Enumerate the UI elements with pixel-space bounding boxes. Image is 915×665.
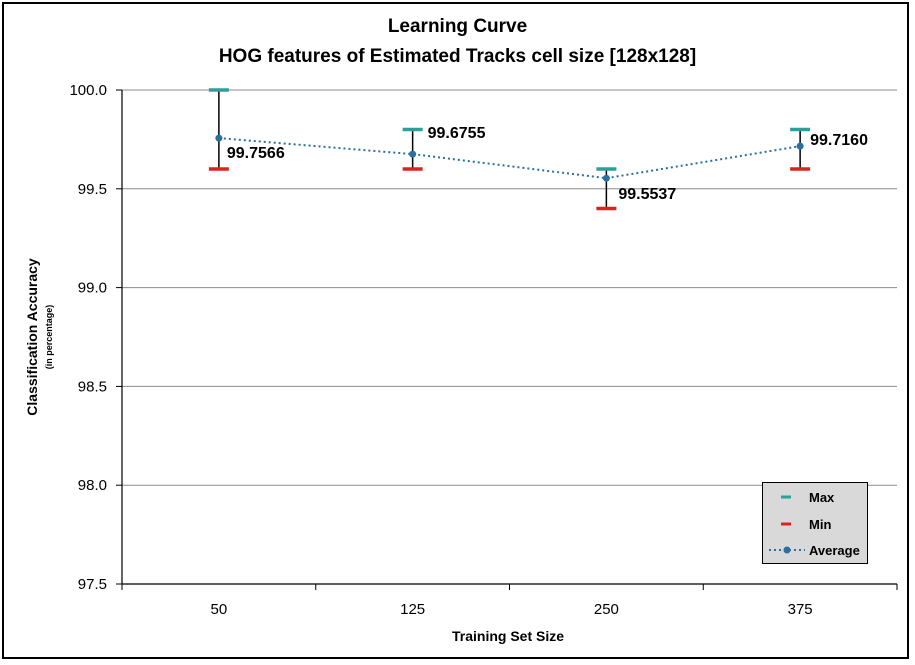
y-axis-sublabel: (in percentage) bbox=[44, 305, 54, 370]
max-marker-icon bbox=[781, 495, 791, 499]
y-tick-label: 100.0 bbox=[69, 82, 107, 99]
min-marker-icon bbox=[781, 522, 791, 526]
legend-label-average: Average bbox=[809, 543, 860, 558]
x-tick-label: 250 bbox=[594, 601, 619, 618]
average-line-icon bbox=[769, 546, 805, 554]
x-tick-label: 50 bbox=[211, 601, 228, 618]
average-point bbox=[602, 174, 610, 182]
average-point bbox=[215, 134, 223, 142]
legend: Max Min Average bbox=[762, 482, 868, 564]
y-axis-label: Classification Accuracy bbox=[24, 258, 40, 416]
x-tick-label: 125 bbox=[400, 601, 425, 618]
chart-title: Learning Curve bbox=[387, 16, 528, 37]
data-label: 99.7566 bbox=[227, 145, 285, 162]
average-point bbox=[409, 150, 417, 158]
x-axis-label: Training Set Size bbox=[452, 628, 564, 644]
average-point bbox=[796, 142, 804, 150]
legend-label-min: Min bbox=[809, 517, 832, 532]
chart-subtitle: HOG features of Estimated Tracks cell si… bbox=[218, 46, 697, 67]
y-tick-label: 98.5 bbox=[78, 378, 107, 395]
y-tick-label: 99.5 bbox=[78, 181, 107, 198]
average-line bbox=[218, 137, 801, 180]
legend-item-min: Min bbox=[763, 514, 869, 538]
legend-item-average: Average bbox=[763, 540, 869, 564]
legend-label-max: Max bbox=[809, 490, 835, 505]
data-label: 99.5537 bbox=[618, 186, 676, 203]
chart-frame bbox=[2, 2, 909, 659]
y-tick-label: 97.5 bbox=[78, 576, 107, 593]
data-label: 99.6755 bbox=[428, 125, 486, 142]
y-tick-label: 98.0 bbox=[78, 477, 107, 494]
x-tick-label: 375 bbox=[788, 601, 813, 618]
legend-item-max: Max bbox=[763, 487, 869, 511]
data-label: 99.7160 bbox=[810, 132, 868, 149]
y-tick-label: 99.0 bbox=[78, 280, 107, 297]
